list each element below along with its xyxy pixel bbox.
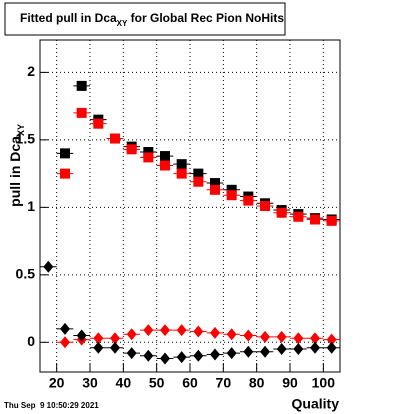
- marker: [110, 341, 120, 354]
- marker: [310, 332, 320, 345]
- title-box: [4, 2, 286, 36]
- y-tick-label: 0: [27, 333, 35, 349]
- marker: [143, 349, 154, 362]
- x-tick-label: 80: [249, 375, 265, 391]
- marker: [243, 345, 254, 358]
- marker: [260, 330, 270, 343]
- x-tick-label: 50: [149, 375, 165, 391]
- marker: [193, 176, 204, 187]
- y-tick-label: 1: [27, 198, 35, 214]
- marker: [226, 347, 237, 360]
- chart-title: Fitted pull in DcaXY for Global Rec Pion…: [20, 11, 284, 28]
- ylabel-sub: XY: [16, 124, 26, 136]
- marker: [243, 195, 254, 206]
- marker: [310, 214, 320, 225]
- marker: [226, 328, 237, 341]
- x-tick-label: 70: [216, 375, 232, 391]
- marker: [310, 341, 320, 354]
- marker: [93, 118, 104, 129]
- marker: [76, 107, 87, 118]
- marker: [143, 152, 154, 163]
- marker: [210, 326, 220, 339]
- marker: [176, 324, 187, 337]
- marker: [210, 184, 220, 195]
- marker: [326, 341, 337, 354]
- marker: [110, 332, 120, 345]
- marker: [126, 144, 137, 155]
- marker: [193, 349, 204, 362]
- marker: [60, 168, 70, 179]
- marker: [143, 147, 154, 158]
- marker: [260, 201, 270, 211]
- marker: [293, 211, 304, 222]
- x-axis-label: Quality: [292, 396, 340, 412]
- marker: [210, 178, 220, 189]
- x-tick-label: 30: [82, 375, 98, 391]
- title-sub: XY: [117, 19, 128, 28]
- marker: [176, 351, 187, 364]
- marker: [60, 322, 70, 335]
- y-tick-label: 2: [27, 63, 35, 79]
- marker: [160, 352, 170, 365]
- marker: [160, 151, 170, 162]
- marker: [276, 207, 287, 218]
- marker: [226, 190, 237, 201]
- marker: [193, 168, 204, 179]
- marker: [76, 329, 87, 342]
- marker: [226, 184, 237, 195]
- x-tick-label: 20: [49, 375, 65, 391]
- marker: [276, 330, 287, 343]
- x-tick-label: 40: [116, 375, 132, 391]
- marker: [276, 343, 287, 356]
- marker: [293, 343, 304, 356]
- y-axis-label: pull in DcaXY: [7, 124, 27, 207]
- marker: [176, 168, 187, 179]
- footer-date: Thu Sep 9 10:50:29 2021: [4, 401, 99, 410]
- title-main: Fitted pull in Dca: [20, 11, 117, 25]
- marker: [93, 341, 104, 354]
- marker: [326, 215, 337, 226]
- marker: [93, 332, 104, 345]
- marker: [160, 324, 170, 337]
- marker: [60, 336, 70, 349]
- x-tick-label: 100: [312, 375, 336, 391]
- marker: [143, 324, 154, 337]
- marker: [326, 333, 337, 346]
- marker: [126, 328, 137, 341]
- marker: [293, 332, 304, 345]
- marker: [160, 160, 170, 171]
- marker: [43, 260, 54, 273]
- marker: [176, 159, 187, 170]
- x-tick-label: 90: [282, 375, 298, 391]
- marker: [126, 347, 137, 360]
- marker: [193, 325, 204, 338]
- marker: [110, 133, 120, 144]
- marker: [260, 345, 270, 358]
- x-tick-label: 60: [182, 375, 198, 391]
- marker: [60, 148, 70, 159]
- y-tick-label: 1.5: [16, 131, 36, 147]
- ylabel-main: pull in Dca: [7, 136, 23, 207]
- marker: [76, 80, 87, 91]
- y-tick-label: 0.5: [16, 266, 36, 282]
- marker: [243, 329, 254, 342]
- title-rest: for Global Rec Pion NoHits: [127, 11, 284, 25]
- marker: [210, 348, 220, 361]
